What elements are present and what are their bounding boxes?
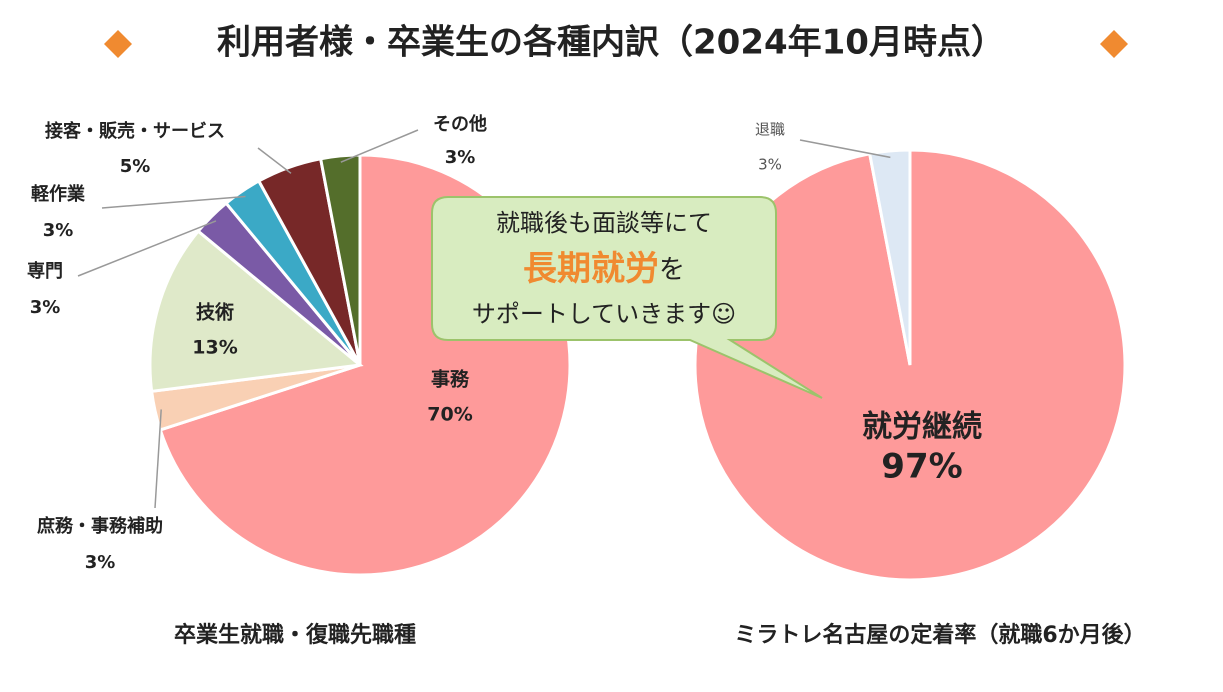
slice-value-label: 3% bbox=[30, 297, 61, 318]
slice-value-label: 3% bbox=[445, 147, 476, 168]
leader-line bbox=[799, 139, 891, 159]
leader-line bbox=[77, 220, 217, 277]
chart-caption: 卒業生就職・復職先職種 bbox=[174, 622, 416, 648]
leader-line bbox=[257, 147, 292, 174]
diamond bbox=[1100, 30, 1128, 58]
slice-label: その他 bbox=[433, 113, 487, 135]
slice-label: 専門 bbox=[27, 260, 63, 282]
slice-value-label: 97% bbox=[881, 447, 962, 487]
speech-bubble: 就職後も面談等にて 長期就労を サポートしていきます☺ bbox=[431, 196, 823, 399]
slice-label: 退職 bbox=[755, 121, 785, 139]
leader-line bbox=[340, 129, 419, 163]
slice-label: 技術 bbox=[196, 301, 234, 324]
slice-value-label: 70% bbox=[427, 404, 472, 426]
slice-label: 軽作業 bbox=[31, 183, 86, 205]
bubble-text: を bbox=[659, 255, 685, 285]
pie-slice bbox=[148, 229, 364, 393]
bubble-text: 長期就労を bbox=[523, 249, 685, 289]
bubble-text: サポートしていきます☺ bbox=[472, 300, 736, 328]
bubble-text: 就職後も面談等にて bbox=[496, 209, 712, 237]
slice-label: 接客・販売・サービス bbox=[45, 120, 225, 142]
leader-line bbox=[101, 195, 246, 209]
slice-value-label: 13% bbox=[192, 337, 237, 359]
slice-value-label: 3% bbox=[85, 552, 116, 573]
diamond bbox=[104, 30, 132, 58]
leader-line bbox=[154, 409, 162, 509]
charts: 事務 70% 庶務・事務補助 3% 技術 13% 専門 3% 軽作業 3% 接客・販売・サービス 5%… bbox=[27, 113, 1146, 648]
slice-value-label: 5% bbox=[120, 156, 151, 177]
slice-label: 事務 bbox=[431, 368, 470, 391]
slice-label: 就労継続 bbox=[862, 410, 982, 445]
title: 利用者様・卒業生の各種内訳（2024年10月時点） bbox=[217, 23, 1005, 63]
bubble-shape bbox=[431, 196, 823, 399]
chart-caption: ミラトレ名古屋の定着率（就職6か月後） bbox=[734, 622, 1145, 648]
slice-value-label: 3% bbox=[43, 220, 74, 241]
bubble-highlight: 長期就労 bbox=[523, 249, 659, 289]
slice-label: 庶務・事務補助 bbox=[37, 515, 163, 537]
slice-value-label: 3% bbox=[758, 156, 782, 174]
